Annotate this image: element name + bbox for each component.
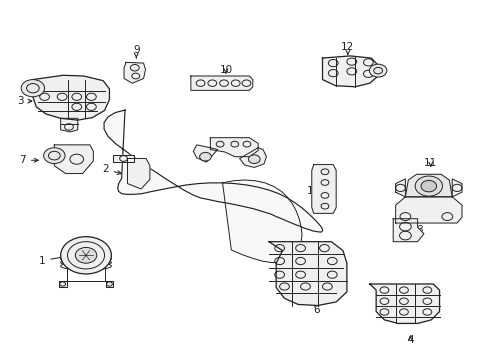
Polygon shape <box>105 281 113 287</box>
Polygon shape <box>193 145 217 162</box>
Polygon shape <box>405 174 451 197</box>
Polygon shape <box>322 56 377 87</box>
Polygon shape <box>239 148 266 167</box>
Polygon shape <box>311 165 335 213</box>
Circle shape <box>414 176 442 196</box>
Polygon shape <box>104 110 322 232</box>
Polygon shape <box>268 242 346 306</box>
Text: 3: 3 <box>17 96 32 106</box>
Polygon shape <box>222 180 302 262</box>
Polygon shape <box>59 281 66 287</box>
Polygon shape <box>392 219 423 242</box>
Text: 1: 1 <box>39 255 69 266</box>
Text: 7: 7 <box>20 155 38 165</box>
Circle shape <box>21 80 44 97</box>
Circle shape <box>43 148 65 163</box>
Polygon shape <box>124 62 145 83</box>
Circle shape <box>75 247 97 263</box>
Polygon shape <box>190 76 252 90</box>
Circle shape <box>420 180 436 192</box>
Polygon shape <box>61 118 78 132</box>
Polygon shape <box>54 145 93 174</box>
Text: 9: 9 <box>133 45 139 58</box>
Polygon shape <box>395 197 461 223</box>
Polygon shape <box>451 179 461 197</box>
Polygon shape <box>369 284 439 323</box>
Circle shape <box>248 155 260 163</box>
Text: 13: 13 <box>306 186 320 197</box>
Circle shape <box>368 64 386 77</box>
Circle shape <box>199 152 211 161</box>
Polygon shape <box>113 155 134 162</box>
Text: 2: 2 <box>102 164 121 174</box>
Text: 12: 12 <box>341 42 354 55</box>
Text: 11: 11 <box>423 158 436 168</box>
Text: 4: 4 <box>406 334 413 345</box>
Circle shape <box>61 237 111 274</box>
Text: 8: 8 <box>410 225 423 235</box>
Text: 10: 10 <box>219 64 232 75</box>
Text: 6: 6 <box>313 302 319 315</box>
Polygon shape <box>395 179 405 197</box>
Polygon shape <box>127 158 150 189</box>
Polygon shape <box>33 75 109 120</box>
Text: 5: 5 <box>249 149 262 159</box>
Polygon shape <box>210 138 258 157</box>
